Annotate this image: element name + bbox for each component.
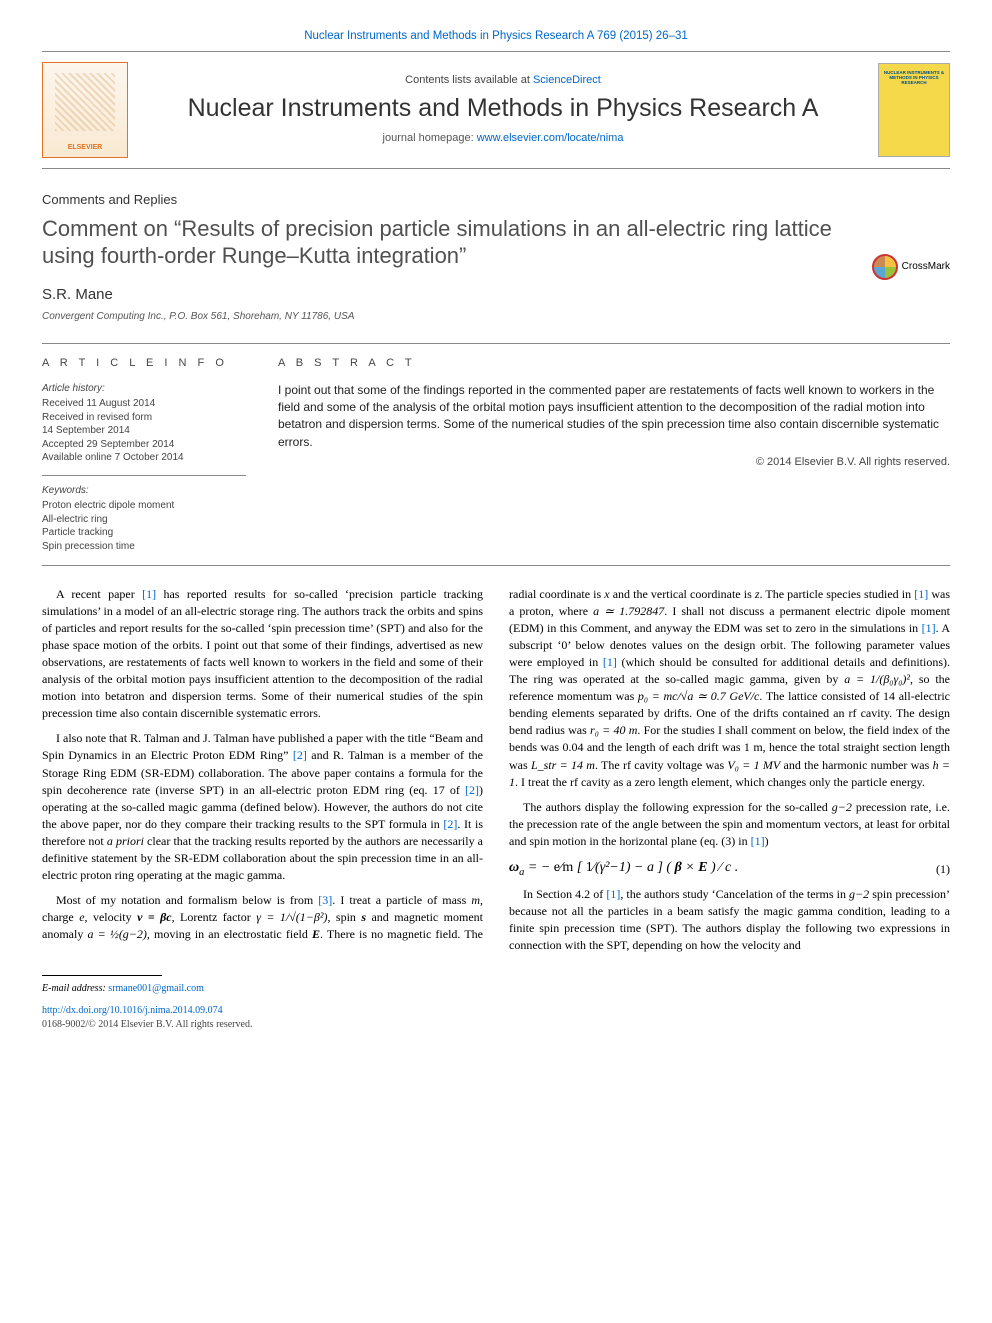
text: . I treat the rf cavity as a zero length… (515, 775, 925, 789)
author-affiliation: Convergent Computing Inc., P.O. Box 561,… (42, 310, 950, 325)
paragraph: In Section 4.2 of [1], the authors study… (509, 886, 950, 954)
abstract-text: I point out that some of the findings re… (278, 382, 950, 452)
ref-link[interactable]: [1] (922, 621, 936, 635)
text: . The rf cavity voltage was (595, 758, 727, 772)
homepage-prefix: journal homepage: (383, 132, 477, 144)
contents-prefix: Contents lists available at (405, 74, 533, 86)
text: The authors display the following expres… (523, 800, 832, 814)
ref-link[interactable]: [1] (142, 587, 156, 601)
math: E (312, 927, 320, 941)
history-line: 14 September 2014 (42, 424, 246, 438)
paragraph: I also note that R. Talman and J. Talman… (42, 730, 483, 883)
homepage-line: journal homepage: www.elsevier.com/locat… (146, 131, 860, 147)
text: , the authors study ‘Cancelation of the … (620, 887, 849, 901)
section-label: Comments and Replies (42, 191, 950, 210)
text: . I treat a particle of mass (332, 893, 471, 907)
article-title: Comment on “Results of precision particl… (42, 215, 950, 270)
citation-line: Nuclear Instruments and Methods in Physi… (42, 28, 950, 45)
keywords-heading: Keywords: (42, 475, 246, 499)
crossmark-icon (872, 254, 898, 280)
history-line: Accepted 29 September 2014 (42, 438, 246, 452)
text: , spin (327, 910, 361, 924)
math: p₀ = mc/√a ≃ 0.7 GeV/c (638, 689, 759, 703)
history-line: Received in revised form (42, 411, 246, 425)
history-line: Available online 7 October 2014 (42, 451, 246, 465)
doi-line: http://dx.doi.org/10.1016/j.nima.2014.09… (42, 1004, 950, 1019)
math: g−2 (832, 800, 852, 814)
keyword: Spin precession time (42, 540, 246, 554)
text: In Section 4.2 of (523, 887, 606, 901)
text: , moving in an electrostatic field (147, 927, 312, 941)
footer-copyright: 0168-9002/© 2014 Elsevier B.V. All right… (42, 1018, 950, 1033)
text: ) (765, 834, 769, 848)
article-info-heading: A R T I C L E I N F O (42, 356, 246, 372)
paragraph: The authors display the following expres… (509, 799, 950, 850)
math: a = ½(g−2) (87, 927, 146, 941)
text: Most of my notation and formalism below … (56, 893, 318, 907)
doi-link[interactable]: http://dx.doi.org/10.1016/j.nima.2014.09… (42, 1005, 223, 1016)
abstract-copyright: © 2014 Elsevier B.V. All rights reserved… (278, 455, 950, 471)
italic-text: a priori (107, 834, 144, 848)
journal-cover-thumb[interactable]: NUCLEAR INSTRUMENTS & METHODS IN PHYSICS… (878, 63, 950, 157)
masthead-center: Contents lists available at ScienceDirec… (128, 73, 878, 147)
math: a = 1/(β₀γ₀)² (844, 672, 910, 686)
text: and the harmonic number was (780, 758, 932, 772)
ref-link[interactable]: [1] (603, 655, 617, 669)
journal-title: Nuclear Instruments and Methods in Physi… (146, 94, 860, 123)
history-heading: Article history: (42, 382, 246, 397)
equation-number: (1) (936, 861, 950, 878)
math: v = βc (137, 910, 172, 924)
keyword: All-electric ring (42, 513, 246, 527)
equation-body: ωa = − e⁄m [ 1⁄(γ²−1) − a ] ( β × E ) ⁄ … (509, 858, 936, 881)
math: L_str = 14 m (531, 758, 595, 772)
email-link[interactable]: srmane001@gmail.com (108, 983, 204, 994)
ref-link[interactable]: [1] (914, 587, 928, 601)
abstract-block: A B S T R A C T I point out that some of… (260, 344, 950, 565)
text: . The particle species studied in (760, 587, 915, 601)
masthead: ELSEVIER Contents lists available at Sci… (42, 51, 950, 169)
text: and the vertical coordinate is (610, 587, 755, 601)
contents-line: Contents lists available at ScienceDirec… (146, 73, 860, 89)
footnote-rule (42, 975, 162, 976)
math: γ = 1/√(1−β²) (256, 910, 327, 924)
text: A recent paper (56, 587, 142, 601)
publisher-logo[interactable]: ELSEVIER (42, 62, 128, 158)
ref-link[interactable]: [2] (465, 783, 479, 797)
author-name: S.R. Mane (42, 284, 950, 306)
crossmark-label: CrossMark (902, 260, 950, 275)
equation-1: ωa = − e⁄m [ 1⁄(γ²−1) − a ] ( β × E ) ⁄ … (509, 858, 950, 881)
email-footnote: E-mail address: srmane001@gmail.com (42, 982, 950, 996)
math: r₀ = 40 m (590, 723, 637, 737)
body-columns: A recent paper [1] has reported results … (42, 586, 950, 954)
abstract-heading: A B S T R A C T (278, 356, 950, 372)
text: , velocity (85, 910, 138, 924)
sciencedirect-link[interactable]: ScienceDirect (533, 74, 601, 86)
keyword: Proton electric dipole moment (42, 499, 246, 513)
crossmark-badge[interactable]: CrossMark (872, 254, 950, 280)
text: , Lorentz factor (172, 910, 257, 924)
ref-link[interactable]: [2] (443, 817, 457, 831)
email-label: E-mail address: (42, 983, 108, 994)
paragraph: A recent paper [1] has reported results … (42, 586, 483, 722)
meta-row: A R T I C L E I N F O Article history: R… (42, 343, 950, 566)
keyword: Particle tracking (42, 526, 246, 540)
citation-link[interactable]: Nuclear Instruments and Methods in Physi… (304, 30, 688, 42)
publisher-logo-text: ELSEVIER (68, 143, 103, 153)
homepage-link[interactable]: www.elsevier.com/locate/nima (477, 132, 624, 144)
math: V₀ = 1 MV (727, 758, 780, 772)
history-line: Received 11 August 2014 (42, 397, 246, 411)
math: a ≃ 1.792847 (593, 604, 664, 618)
ref-link[interactable]: [1] (606, 887, 620, 901)
ref-link[interactable]: [3] (318, 893, 332, 907)
math: g−2 (849, 887, 869, 901)
text: has reported results for so-called ‘prec… (42, 587, 483, 720)
ref-link[interactable]: [1] (751, 834, 765, 848)
article-info-block: A R T I C L E I N F O Article history: R… (42, 344, 260, 565)
math: m (471, 893, 480, 907)
ref-link[interactable]: [2] (293, 748, 307, 762)
